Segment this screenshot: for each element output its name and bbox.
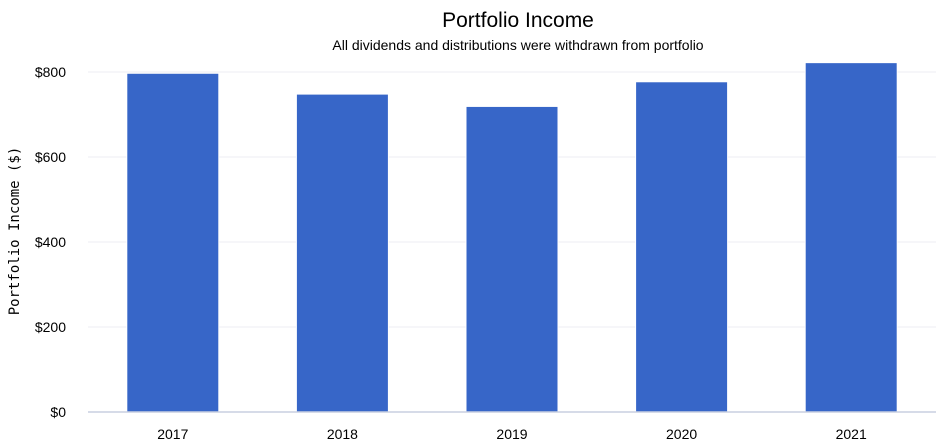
x-tick-label: 2017 xyxy=(157,426,188,442)
y-tick-label: $0 xyxy=(50,404,66,420)
bars xyxy=(126,62,898,413)
x-tick-label: 2018 xyxy=(327,426,358,442)
y-tick-label: $600 xyxy=(35,149,66,165)
x-axis-ticks: 2017 2018 2019 2020 2021 xyxy=(157,426,867,442)
y-tick-label: $800 xyxy=(35,64,66,80)
y-axis-ticks: $0 $200 $400 $600 $800 xyxy=(35,64,66,420)
bar-2019 xyxy=(465,105,559,413)
chart-title: Portfolio Income xyxy=(442,9,594,32)
bar-2021 xyxy=(804,62,898,413)
x-tick-label: 2020 xyxy=(666,426,697,442)
x-tick-label: 2021 xyxy=(836,426,867,442)
bar-2018 xyxy=(295,93,389,413)
chart-subtitle: All dividends and distributions were wit… xyxy=(332,37,703,53)
bar-2017 xyxy=(126,72,220,413)
y-tick-label: $400 xyxy=(35,234,66,250)
y-axis-label: Portfolio Income ($) xyxy=(7,147,23,316)
bar-2020 xyxy=(635,81,729,413)
x-tick-label: 2019 xyxy=(496,426,527,442)
y-tick-label: $200 xyxy=(35,319,66,335)
